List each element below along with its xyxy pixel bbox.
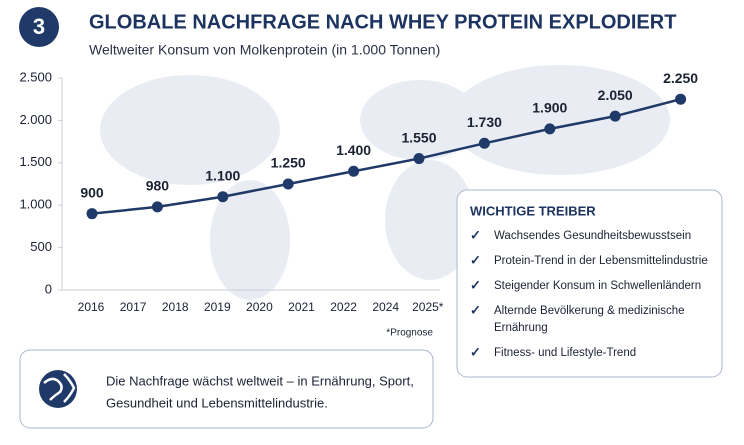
data-label: 1.100 [205, 167, 240, 183]
driver-item: Ernährung [494, 322, 548, 334]
check-icon: ✓ [470, 344, 481, 359]
driver-item: Fitness- und Lifestyle-Trend [494, 347, 636, 359]
x-tick-label: 2017 [120, 300, 147, 314]
x-tick-label: 2025* [412, 300, 444, 314]
x-tick-label: 2022 [330, 300, 357, 314]
check-icon: ✓ [470, 252, 481, 267]
info-line: Gesundheit und Lebensmittelindustrie. [106, 395, 328, 410]
x-tick-label: 2021 [288, 300, 315, 314]
data-label: 2.250 [663, 70, 698, 86]
point [282, 178, 294, 190]
data-label: 1.250 [271, 155, 306, 171]
globe-icon [39, 370, 77, 408]
y-tick-label: 500 [30, 239, 52, 254]
subtitle: Weltweiter Konsum von Molkenprotein (in … [89, 42, 440, 58]
point [348, 165, 360, 177]
driver-item: Alternde Bevölkerung & medizinische [494, 305, 685, 317]
info-line: Die Nachfrage wächst weltweit – in Ernäh… [106, 373, 414, 388]
data-label: 1.900 [532, 100, 567, 116]
title: GLOBALE NACHFRAGE NACH WHEY PROTEIN EXPL… [89, 11, 676, 33]
point [609, 110, 621, 122]
y-tick-label: 0 [45, 281, 52, 296]
point [217, 191, 229, 203]
footnote: *Prognose [386, 328, 433, 339]
drivers-list: ✓ Wachsendes Gesundheitsbewusstsein ✓ Prote… [470, 227, 708, 359]
line [91, 97, 681, 215]
check-icon: ✓ [470, 277, 481, 292]
y-tick-label: 2.000 [19, 112, 52, 127]
driver-item: Steigender Konsum in Schwellenländern [494, 280, 701, 292]
point [478, 137, 490, 149]
driver-item: Wachsendes Gesundheitsbewusstsein [494, 230, 691, 242]
y-tick-label: 2.500 [19, 69, 52, 84]
badge-number: 3 [33, 14, 45, 39]
x-tick-label: 2020 [246, 300, 273, 314]
check-icon: ✓ [470, 302, 481, 317]
y-tick-label: 1.500 [19, 154, 52, 169]
data-label: 1.550 [401, 129, 436, 145]
badge [19, 7, 59, 47]
x-tick-label: 2016 [78, 300, 105, 314]
point [544, 123, 556, 135]
x-tick-label: 2019 [204, 300, 231, 314]
drivers-box [456, 189, 723, 378]
drivers-title: WICHTIGE TREIBER [470, 203, 596, 218]
data-label: 980 [146, 178, 170, 194]
data-label: 1.730 [467, 114, 502, 130]
y-tick-label: 1.000 [19, 197, 52, 212]
world-map [100, 65, 680, 300]
x-tick-label: 2018 [162, 300, 189, 314]
data-label: 2.050 [598, 87, 633, 103]
globe-lines [43, 373, 76, 403]
check-icon: ✓ [470, 227, 481, 242]
x-tick-label: 2024 [372, 300, 399, 314]
info-box [19, 349, 434, 429]
point [86, 208, 98, 220]
point [675, 93, 687, 105]
data-label: 1.400 [336, 142, 371, 158]
point [151, 201, 163, 213]
driver-item: Protein-Trend in der Lebensmittelindustr… [494, 255, 708, 267]
data-label: 900 [80, 184, 104, 200]
point [413, 153, 425, 165]
